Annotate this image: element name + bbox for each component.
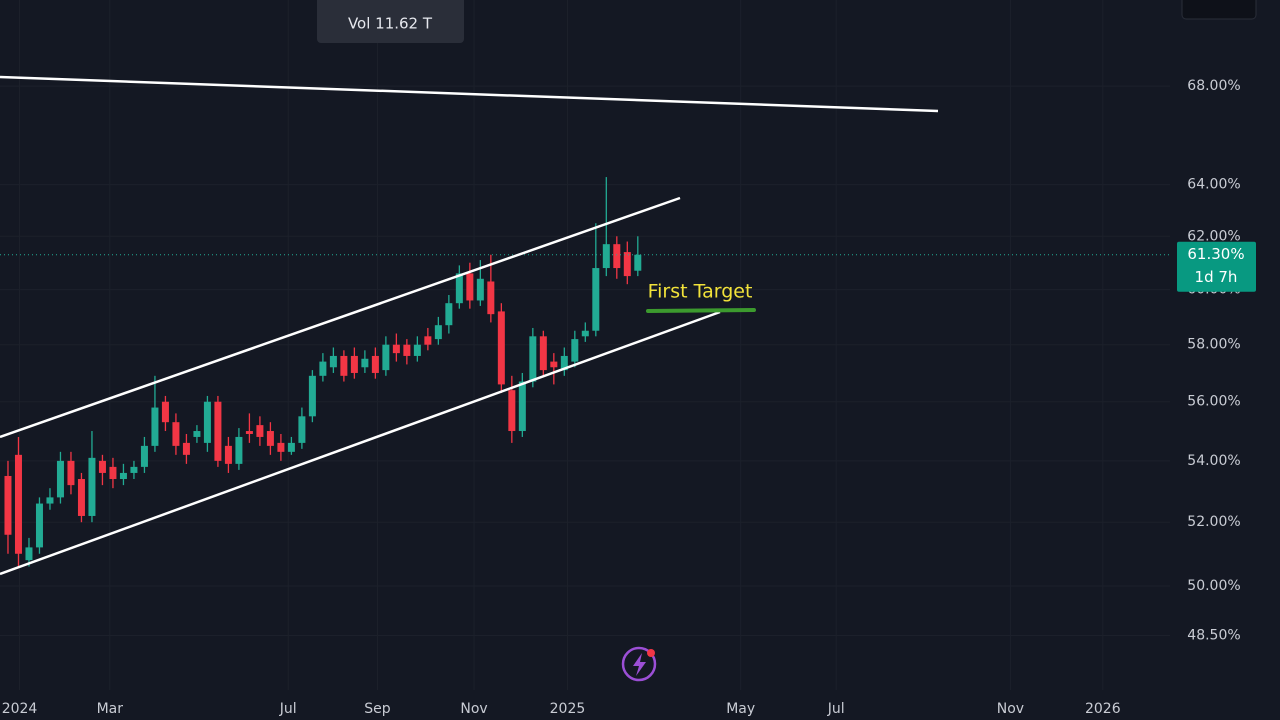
x-tick-label: 2024	[2, 701, 38, 717]
candle-body	[161, 401, 169, 423]
x-tick-label: 2026	[1085, 701, 1121, 717]
candle-body	[182, 442, 190, 455]
candle-body	[88, 457, 96, 516]
volume-tooltip	[317, 0, 464, 43]
candle-body	[340, 355, 348, 376]
candle-body	[581, 330, 589, 337]
candle-body	[403, 344, 411, 356]
channel-lower	[0, 310, 721, 576]
candle-body	[550, 361, 558, 368]
candle-body	[455, 273, 463, 304]
y-tick-label: 64.00%	[1187, 177, 1240, 193]
candle-body	[4, 475, 12, 535]
candle-body	[392, 344, 400, 354]
candle-body	[592, 268, 600, 331]
x-tick-label: Jul	[279, 701, 297, 717]
candle-body	[14, 454, 22, 554]
lightning-bolt	[633, 653, 646, 676]
target-line	[646, 308, 756, 313]
candle-body	[613, 244, 621, 269]
scale-button[interactable]	[1181, 0, 1257, 20]
x-tick-label: 2025	[550, 701, 586, 717]
candle-body	[67, 460, 75, 486]
candle-body	[371, 355, 379, 373]
candle-body	[151, 407, 159, 446]
candle-body	[308, 375, 316, 417]
candle-body	[602, 244, 610, 269]
channel-upper	[0, 196, 681, 439]
candle-body	[245, 431, 253, 434]
candle-body	[424, 336, 432, 345]
candle-body	[35, 503, 43, 548]
candle-body	[382, 344, 390, 371]
candle-body	[193, 431, 201, 437]
candle-body	[256, 425, 264, 437]
candle-body	[287, 442, 295, 452]
candle-body	[319, 361, 327, 376]
candle-body	[350, 355, 358, 373]
candle-body	[77, 479, 85, 516]
candle-body	[571, 339, 579, 362]
candle-body	[518, 381, 526, 432]
price-badge	[1177, 241, 1256, 292]
candle-body	[119, 472, 127, 480]
candle-body	[298, 416, 306, 443]
y-tick-label: 52.00%	[1187, 514, 1240, 530]
notification-dot	[647, 649, 655, 657]
candle-body	[508, 390, 516, 432]
x-tick-label: Nov	[460, 701, 487, 717]
candle-body	[361, 358, 369, 368]
candle-body	[130, 466, 138, 473]
y-tick-label: 54.00%	[1187, 453, 1240, 469]
plot-area	[0, 177, 1170, 567]
y-tick-label: 50.00%	[1187, 578, 1240, 594]
candle-body	[487, 281, 495, 315]
candle-body	[497, 311, 505, 385]
y-tick-label: 58.00%	[1187, 337, 1240, 353]
y-tick-label: 62.00%	[1187, 228, 1240, 244]
candle-body	[413, 344, 421, 356]
price-badge-label: 61.30%	[1187, 245, 1244, 263]
candle-body	[445, 303, 453, 326]
candle-body	[56, 460, 64, 498]
y-tick-label: 68.00%	[1187, 78, 1240, 94]
candle-body	[266, 431, 274, 446]
candle-body	[329, 355, 337, 368]
candle-body	[277, 442, 285, 452]
x-tick-label: Sep	[364, 701, 391, 717]
candle-body	[140, 445, 148, 467]
candle-body	[466, 273, 474, 301]
x-tick-label: Jul	[827, 701, 845, 717]
candle-body	[634, 254, 642, 271]
x-tick-label: Mar	[97, 701, 124, 717]
candle-body	[224, 445, 232, 464]
candle-body	[529, 336, 537, 382]
volume-label: Vol 11.62 T	[348, 15, 433, 33]
candle-body	[203, 401, 211, 443]
y-tick-label: 56.00%	[1187, 394, 1240, 410]
candle-body	[109, 466, 117, 480]
x-tick-label: Nov	[997, 701, 1024, 717]
candle-body	[434, 325, 442, 340]
y-tick-label: 48.50%	[1187, 627, 1240, 643]
candle-body	[25, 547, 33, 561]
candle-body	[560, 355, 568, 371]
axes: 48.50%50.00%52.00%54.00%56.00%58.00%60.0…	[2, 78, 1256, 717]
x-tick-label: May	[726, 701, 755, 717]
annotation: First Target	[648, 281, 753, 303]
candle-body	[539, 336, 547, 371]
lightning-icon[interactable]	[621, 646, 657, 682]
candle-body	[623, 252, 631, 277]
candle-body	[214, 401, 222, 461]
candle-body	[98, 460, 106, 473]
countdown-label: 1d 7h	[1195, 268, 1238, 286]
candle-body	[172, 422, 180, 446]
trend-line	[0, 75, 939, 113]
candle-body	[476, 278, 484, 301]
candle-body	[235, 436, 243, 464]
candle-body	[46, 497, 54, 504]
